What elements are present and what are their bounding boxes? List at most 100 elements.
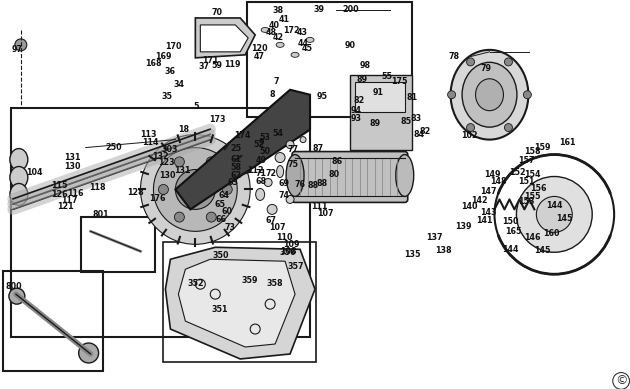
- Text: 75: 75: [287, 160, 299, 169]
- Text: 108: 108: [280, 247, 296, 256]
- Circle shape: [206, 157, 216, 167]
- Text: 69: 69: [278, 179, 290, 188]
- Text: 358: 358: [266, 279, 284, 288]
- Text: 37: 37: [199, 62, 210, 71]
- Circle shape: [187, 182, 203, 198]
- Text: 42: 42: [273, 33, 284, 42]
- Circle shape: [175, 170, 215, 209]
- Circle shape: [505, 58, 512, 66]
- Text: 72: 72: [266, 169, 277, 178]
- Bar: [3, 271, 103, 371]
- Text: 128: 128: [127, 188, 144, 197]
- Text: 74: 74: [278, 191, 290, 200]
- Ellipse shape: [10, 184, 28, 205]
- Text: 146: 146: [524, 233, 541, 242]
- Text: 87: 87: [312, 144, 324, 153]
- Polygon shape: [195, 18, 255, 58]
- Text: 111: 111: [311, 202, 327, 211]
- FancyBboxPatch shape: [292, 152, 408, 202]
- Text: 9: 9: [258, 138, 264, 147]
- Text: 84: 84: [413, 130, 424, 139]
- Text: 117: 117: [62, 196, 78, 205]
- Text: 139: 139: [455, 222, 472, 231]
- Circle shape: [154, 147, 238, 231]
- Text: 94: 94: [350, 106, 362, 115]
- Text: 41: 41: [278, 16, 290, 25]
- Circle shape: [505, 124, 512, 131]
- Text: 141: 141: [476, 216, 493, 225]
- Text: 168: 168: [145, 59, 162, 68]
- Text: 121: 121: [57, 202, 74, 211]
- Text: 35: 35: [162, 92, 173, 101]
- Text: 55: 55: [381, 72, 392, 81]
- Text: 112: 112: [247, 166, 263, 175]
- Text: 93: 93: [350, 114, 362, 123]
- Text: 83: 83: [410, 114, 421, 123]
- Text: 7: 7: [273, 77, 279, 86]
- Bar: [247, 2, 412, 117]
- Text: 79: 79: [480, 64, 491, 73]
- Text: 130: 130: [159, 171, 176, 180]
- Text: 52: 52: [254, 140, 265, 149]
- Text: 59: 59: [212, 61, 223, 70]
- Text: 38: 38: [273, 7, 284, 16]
- Text: 176: 176: [149, 194, 166, 203]
- Text: 137: 137: [427, 233, 443, 242]
- Circle shape: [222, 184, 232, 194]
- Text: 89: 89: [357, 75, 367, 84]
- Text: 115: 115: [52, 181, 68, 190]
- Polygon shape: [200, 25, 248, 52]
- Text: 102: 102: [461, 131, 478, 140]
- Text: 142: 142: [471, 196, 488, 205]
- Text: 152: 152: [509, 168, 525, 177]
- Circle shape: [448, 91, 455, 99]
- Text: 5: 5: [193, 102, 199, 111]
- Text: 66: 66: [215, 215, 227, 224]
- Text: 171: 171: [202, 56, 219, 65]
- Text: 104: 104: [26, 168, 43, 177]
- Text: 77: 77: [287, 145, 299, 154]
- Text: 158: 158: [524, 147, 541, 156]
- Circle shape: [175, 157, 185, 167]
- Text: 82: 82: [353, 96, 365, 105]
- Text: 44: 44: [297, 39, 309, 48]
- Circle shape: [517, 177, 592, 252]
- Text: 53: 53: [260, 133, 271, 142]
- Text: 54: 54: [273, 129, 284, 138]
- Ellipse shape: [306, 37, 314, 42]
- Text: 91: 91: [372, 88, 383, 97]
- Bar: [163, 242, 316, 362]
- Ellipse shape: [462, 62, 517, 127]
- Text: 71: 71: [256, 169, 266, 178]
- Ellipse shape: [277, 166, 284, 177]
- Text: 138: 138: [435, 246, 452, 255]
- Text: 147: 147: [480, 187, 496, 196]
- Circle shape: [206, 212, 216, 222]
- Text: 173: 173: [209, 115, 226, 124]
- Text: 160: 160: [543, 229, 559, 238]
- Ellipse shape: [300, 137, 306, 143]
- Text: 144: 144: [546, 201, 563, 210]
- Text: 39: 39: [314, 5, 324, 14]
- Text: 49: 49: [256, 156, 266, 165]
- Circle shape: [15, 39, 27, 51]
- Text: 114: 114: [142, 138, 159, 147]
- Text: 357: 357: [288, 262, 304, 271]
- Text: 350: 350: [212, 251, 229, 260]
- Text: 800: 800: [6, 282, 22, 291]
- Ellipse shape: [10, 166, 28, 188]
- Text: 120: 120: [251, 44, 268, 53]
- Circle shape: [467, 58, 474, 66]
- Ellipse shape: [291, 53, 299, 57]
- Text: 356: 356: [280, 248, 296, 257]
- Ellipse shape: [286, 140, 294, 149]
- Text: 149: 149: [484, 170, 501, 179]
- Text: 25: 25: [231, 144, 242, 153]
- Text: 8: 8: [269, 90, 275, 99]
- Ellipse shape: [286, 195, 294, 203]
- Text: 85: 85: [400, 117, 411, 126]
- Text: 70: 70: [212, 9, 223, 18]
- Text: 61: 61: [231, 155, 242, 164]
- Text: 135: 135: [404, 250, 421, 259]
- Text: 47: 47: [254, 53, 265, 61]
